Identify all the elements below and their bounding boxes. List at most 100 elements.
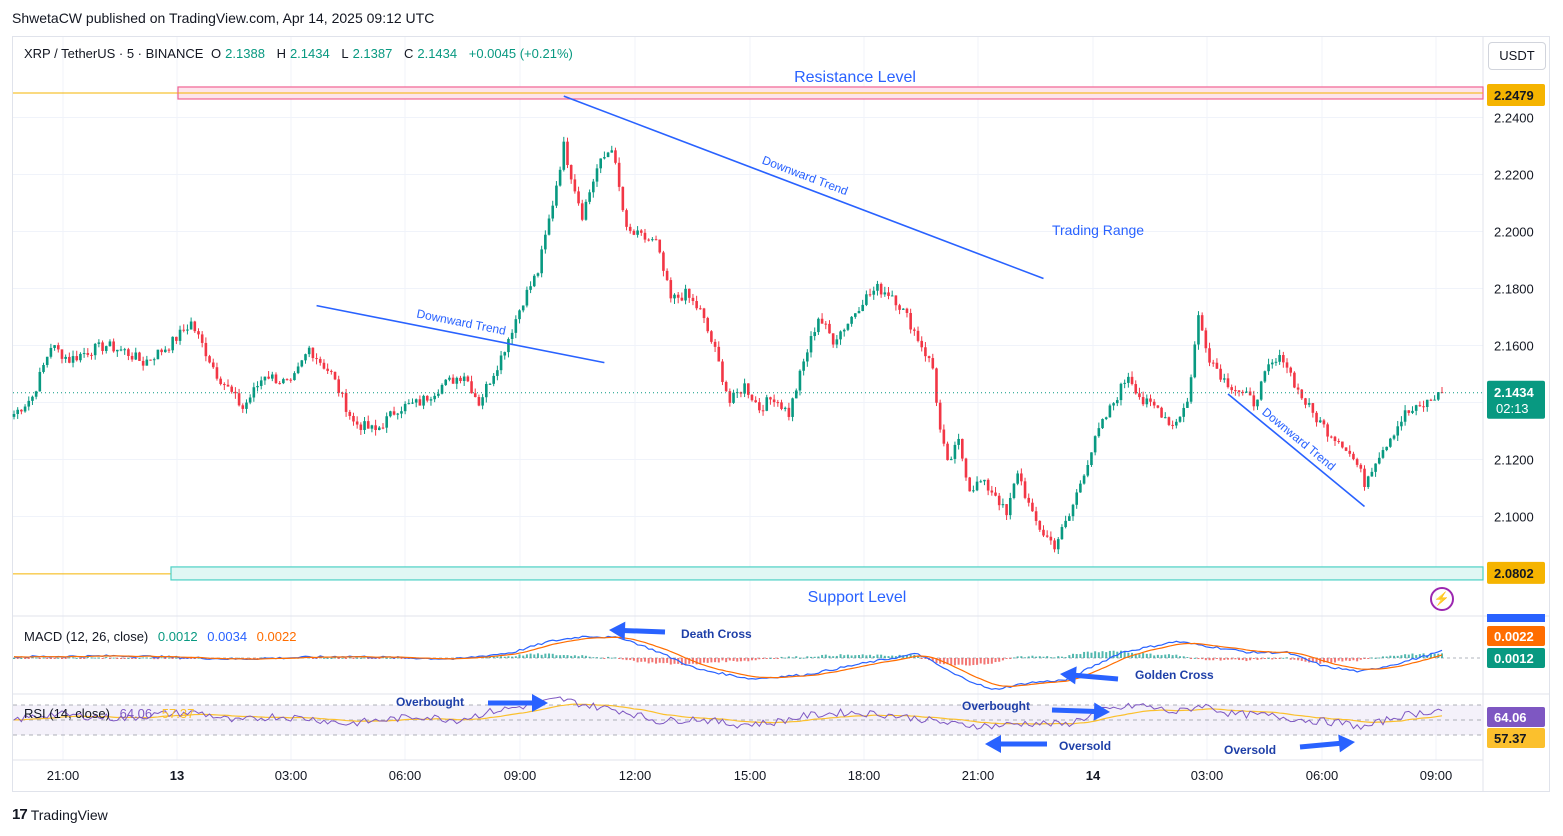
candle-body <box>1034 511 1038 521</box>
macd-hist-bar <box>1400 655 1403 658</box>
candle-body <box>728 391 732 403</box>
symbol-name[interactable]: XRP / TetherUS · 5 · BINANCE <box>24 46 204 61</box>
macd-hist-bar <box>573 655 576 658</box>
macd-hist-bar <box>1356 658 1359 662</box>
candle-body <box>488 383 492 385</box>
candle-body <box>673 294 676 299</box>
macd-hist-bar <box>599 657 602 659</box>
candle-body <box>706 318 710 332</box>
candle-body <box>470 381 473 394</box>
rsi-value-tag: 64.06 <box>1494 710 1527 725</box>
candle-body <box>1012 483 1016 498</box>
candle-body <box>979 481 983 483</box>
candle-body <box>64 356 67 359</box>
candle-body <box>584 201 588 220</box>
macd-hist-bar <box>1016 656 1019 658</box>
macd-hist-bar <box>540 654 543 658</box>
candle-body <box>702 308 706 319</box>
candle-body <box>1389 438 1392 447</box>
macd-hist-bar <box>1171 655 1174 658</box>
macd-hist-bar <box>389 657 392 659</box>
macd-hist-bar <box>555 655 558 658</box>
candle-body <box>835 339 839 345</box>
candle-body <box>330 370 333 372</box>
macd-hist-bar <box>16 658 19 659</box>
macd-hist-bar <box>311 658 314 659</box>
macd-legend[interactable]: MACD (12, 26, close) 0.0012 0.0034 0.002… <box>24 629 296 644</box>
macd-hist-bar <box>835 655 838 658</box>
candle-body <box>831 333 835 345</box>
candle-body <box>639 230 643 233</box>
candle-body <box>913 329 916 331</box>
candle-body <box>968 477 971 492</box>
rsi-name: RSI (14, close) <box>24 706 110 721</box>
macd-hist-bar <box>536 653 539 658</box>
macd-hist-bar <box>1153 655 1156 658</box>
macd-hist-bar <box>1341 658 1344 662</box>
lightning-icon[interactable]: ⚡ <box>1430 587 1454 611</box>
candle-body <box>1160 407 1163 418</box>
candle-body <box>307 347 311 355</box>
candle-body <box>38 371 42 392</box>
change-value: +0.0045 (+0.21%) <box>468 46 573 61</box>
candle-body <box>278 383 281 385</box>
macd-hist-tag: 0.0012 <box>1494 651 1534 666</box>
candle-body <box>1355 459 1359 465</box>
candle-body <box>551 205 555 219</box>
macd-hist-bar <box>167 657 170 659</box>
support-label: Support Level <box>808 589 907 606</box>
candle-body <box>525 289 529 306</box>
candle-body <box>459 377 462 382</box>
candle-body <box>949 458 953 461</box>
symbol-legend[interactable]: XRP / TetherUS · 5 · BINANCE O 2.1388 H 2.… <box>24 46 577 61</box>
macd-hist-bar <box>976 658 979 665</box>
candle-body <box>68 356 71 363</box>
macd-hist-bar <box>821 654 824 658</box>
candle-body <box>53 345 56 348</box>
macd-hist-bar <box>725 658 728 663</box>
candle-body <box>433 395 436 400</box>
currency-button[interactable]: USDT <box>1488 42 1546 70</box>
macd-hist-bar <box>57 657 60 659</box>
macd-hist-bar <box>957 658 960 665</box>
candle-body <box>1204 330 1208 349</box>
candle-body <box>1060 527 1064 540</box>
macd-hist-bar <box>1230 658 1233 660</box>
macd-hist-bar <box>1012 657 1015 659</box>
candle-body <box>780 402 783 409</box>
macd-hist-bar <box>334 657 337 659</box>
tradingview-logo[interactable]: 17 TradingView <box>12 806 108 823</box>
candle-body <box>1422 406 1425 408</box>
rsi-legend[interactable]: RSI (14, close) 64.06 57.37 <box>24 706 194 721</box>
candle-body <box>42 365 45 372</box>
macd-hist-bar <box>120 658 123 659</box>
macd-hist-bar <box>658 658 661 663</box>
candle-body <box>1208 348 1211 363</box>
macd-hist-bar <box>1256 658 1259 660</box>
macd-hist-bar <box>1049 657 1052 659</box>
candle-body <box>1245 391 1248 393</box>
candle-body <box>647 239 650 241</box>
candle-body <box>754 400 757 403</box>
candle-body <box>846 323 850 330</box>
macd-hist-bar <box>1300 658 1303 661</box>
macd-hist-bar <box>883 655 886 658</box>
candle-body <box>636 230 639 235</box>
candle-body <box>569 165 573 180</box>
candle-body <box>1348 450 1352 454</box>
macd-hist-bar <box>86 656 89 658</box>
macd-hist-bar <box>872 656 875 658</box>
candle-body <box>1311 403 1315 413</box>
candle-body <box>1274 361 1278 363</box>
macd-hist-bar <box>813 656 816 658</box>
macd-hist-bar <box>1245 658 1248 662</box>
time-tick-label: 21:00 <box>47 768 80 783</box>
macd-hist-bar <box>1105 652 1108 658</box>
macd-hist-bar <box>337 658 340 659</box>
macd-hist-bar <box>1215 658 1218 659</box>
candle-body <box>300 360 304 367</box>
candle-body <box>1304 398 1307 405</box>
candle-body <box>381 427 385 429</box>
macd-hist-bar <box>721 658 724 661</box>
